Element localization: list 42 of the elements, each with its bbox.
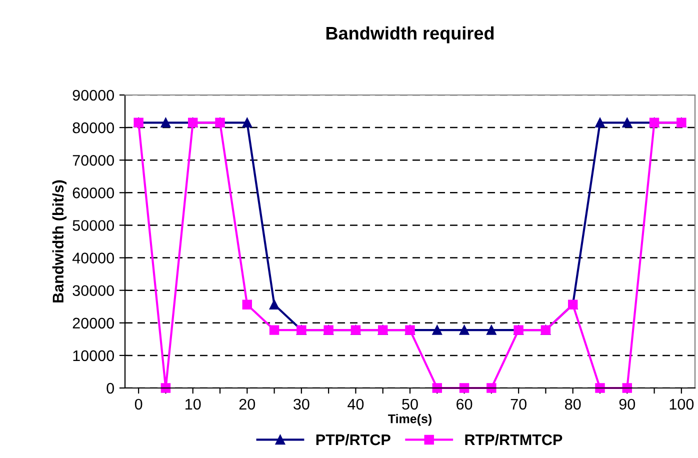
y-tick-label: 60000	[72, 188, 114, 198]
x-tick-label: 10	[186, 398, 201, 410]
point	[432, 383, 442, 393]
y-tick-label: 90000	[72, 90, 114, 101]
y-tick-label: 10000	[73, 350, 114, 362]
x-tick-label: 80	[565, 398, 581, 410]
x-tick-label: 20	[239, 398, 256, 410]
chart-title: Bandwidth required	[326, 26, 494, 44]
y-tick-label: 0	[106, 382, 114, 394]
point	[269, 300, 280, 310]
point	[459, 325, 470, 335]
y-tick-label: 20000	[72, 318, 114, 329]
x-axis-title: Time(s)	[388, 414, 432, 426]
legend-label: RTP/RTMTCP	[465, 434, 562, 446]
y-tick-label: 40000	[72, 252, 114, 264]
y-tick-label: 70000	[72, 154, 114, 166]
x-tick-label: 30	[294, 398, 310, 410]
point	[432, 325, 442, 335]
y-tick-label: 50000	[72, 220, 114, 231]
point	[486, 325, 496, 335]
point	[242, 300, 252, 310]
x-tick-label: 40	[348, 398, 364, 410]
point	[595, 383, 605, 393]
x-tick-label: 90	[619, 398, 636, 410]
x-tick-label: 0	[134, 398, 142, 410]
x-tick-label: 60	[456, 398, 472, 410]
point	[486, 383, 496, 393]
point	[595, 118, 605, 128]
point	[160, 118, 171, 128]
point	[459, 383, 470, 393]
point	[622, 383, 632, 393]
x-tick-label: 50	[402, 398, 418, 410]
y-tick-label: 30000	[72, 285, 114, 296]
x-tick-label: 70	[510, 398, 526, 410]
point	[269, 325, 280, 335]
point	[622, 118, 632, 128]
legend-label: PTP/RTCP	[316, 434, 390, 446]
x-tick-label: 100	[670, 398, 694, 410]
y-tick-label: 80000	[72, 122, 114, 134]
y-axis-title: Bandwidth (bit/s)	[52, 180, 67, 302]
point	[160, 383, 171, 393]
point	[242, 118, 252, 128]
